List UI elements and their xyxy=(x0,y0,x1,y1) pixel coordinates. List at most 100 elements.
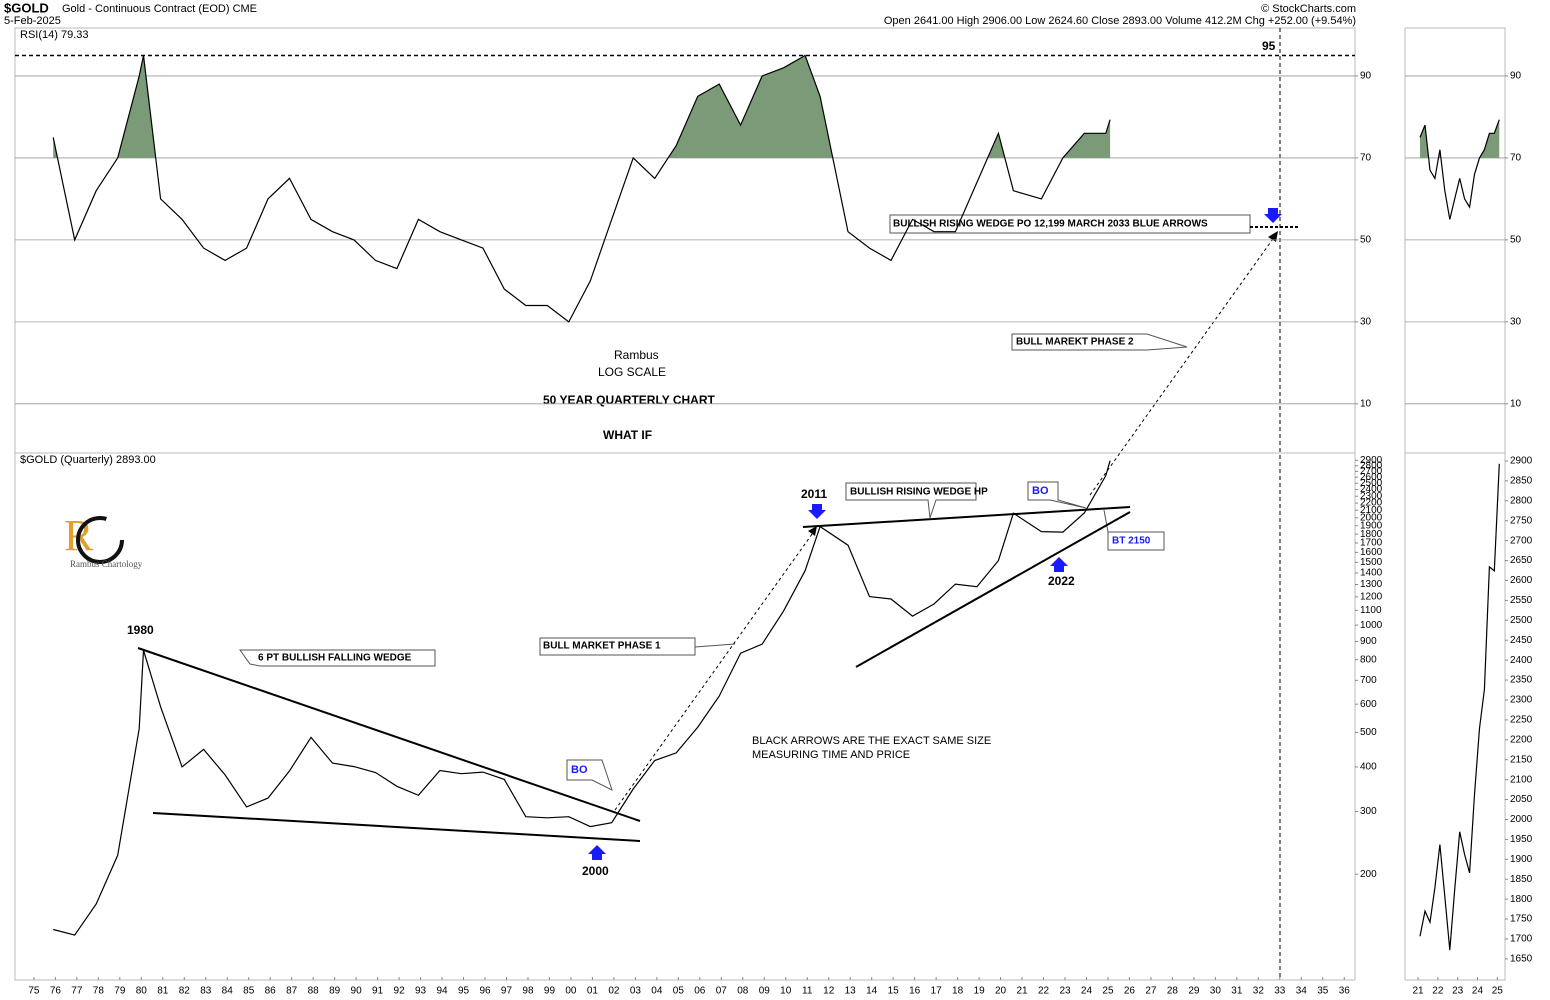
y-tick-label: 2650 xyxy=(1510,555,1533,566)
y-tick-label: 90 xyxy=(1360,71,1372,82)
y-tick-label: 1900 xyxy=(1360,520,1383,531)
annotation-box xyxy=(566,759,613,791)
x-tick-label: 79 xyxy=(114,986,126,997)
rsi-title: RSI(14) 79.33 xyxy=(20,29,88,41)
arrow-head xyxy=(808,526,817,536)
x-tick-label: 97 xyxy=(501,986,513,997)
x-tick-label: 78 xyxy=(93,986,105,997)
x-tick-label: 29 xyxy=(1188,986,1200,997)
x-tick-label: 08 xyxy=(737,986,749,997)
y-tick-label: 500 xyxy=(1360,727,1377,738)
x-tick-label: 02 xyxy=(608,986,620,997)
data-line xyxy=(53,460,1111,936)
x-tick-label: 27 xyxy=(1145,986,1157,997)
annotation: 6 PT BULLISH FALLING WEDGE xyxy=(258,653,412,664)
x-tick-label: 20 xyxy=(995,986,1007,997)
x-tick-label: 83 xyxy=(200,986,212,997)
x-tick-label: 03 xyxy=(630,986,642,997)
x-tick-label: 85 xyxy=(243,986,255,997)
y-tick-label: 1650 xyxy=(1510,954,1533,965)
y-tick-label: 1700 xyxy=(1360,538,1383,549)
instrument-name: Gold - Continuous Contract (EOD) CME xyxy=(62,3,257,15)
y-tick-label: 900 xyxy=(1360,636,1377,647)
trendline xyxy=(855,511,1131,668)
y-tick-label: 2400 xyxy=(1360,484,1383,495)
y-tick-label: 1900 xyxy=(1510,854,1533,865)
y-tick-label: 10 xyxy=(1360,398,1372,409)
x-tick-label: 14 xyxy=(866,986,878,997)
y-tick-label: 2800 xyxy=(1360,460,1383,471)
y-tick-label: 1100 xyxy=(1360,605,1382,616)
x-tick-label: 30 xyxy=(1210,986,1222,997)
x-tick-label: 16 xyxy=(909,986,921,997)
source: © StockCharts.com xyxy=(1261,3,1356,15)
y-tick-label: 1200 xyxy=(1360,592,1383,603)
annotation-box xyxy=(239,649,436,667)
y-tick-label: 2500 xyxy=(1360,478,1383,489)
y-tick-label: 2600 xyxy=(1510,575,1533,586)
y-tick-label: 2500 xyxy=(1510,615,1533,626)
trendline xyxy=(152,812,641,842)
y-tick-label: 2750 xyxy=(1510,515,1533,526)
x-tick-label: 34 xyxy=(1296,986,1308,997)
y-tick-label: 90 xyxy=(1510,71,1522,82)
y-tick-label: 2200 xyxy=(1510,734,1533,745)
x-tick-label: 22 xyxy=(1432,986,1444,997)
x-tick-label: 25 xyxy=(1492,986,1504,997)
x-tick-label: 94 xyxy=(436,986,448,997)
x-tick-label: 12 xyxy=(823,986,835,997)
y-tick-label: 1850 xyxy=(1510,874,1533,885)
y-tick-label: 1000 xyxy=(1360,620,1383,631)
y-tick-label: 200 xyxy=(1360,869,1377,880)
x-tick-label: 81 xyxy=(157,986,169,997)
x-tick-label: 76 xyxy=(50,986,62,997)
annotation: BULL MAREKT PHASE 2 xyxy=(1016,337,1134,348)
x-tick-label: 99 xyxy=(544,986,556,997)
x-tick-label: 09 xyxy=(759,986,771,997)
x-tick-label: 06 xyxy=(694,986,706,997)
x-tick-label: 19 xyxy=(974,986,986,997)
annotation-box xyxy=(1011,333,1188,351)
y-tick-label: 1400 xyxy=(1360,568,1383,579)
y-tick-label: 2350 xyxy=(1510,675,1533,686)
x-tick-label: 35 xyxy=(1317,986,1329,997)
trendline xyxy=(802,506,1131,528)
x-tick-label: 32 xyxy=(1253,986,1265,997)
annotation: Rambus xyxy=(614,348,659,362)
x-tick-label: 75 xyxy=(28,986,40,997)
y-tick-label: 1950 xyxy=(1510,834,1533,845)
x-tick-label: 11 xyxy=(802,986,813,997)
x-tick-label: 23 xyxy=(1452,986,1464,997)
logo-text: Rambus Chartology xyxy=(70,559,143,569)
y-tick-label: 1500 xyxy=(1360,557,1383,568)
annotation-box xyxy=(1103,509,1165,551)
x-tick-label: 07 xyxy=(716,986,728,997)
y-tick-label: 2300 xyxy=(1360,491,1383,502)
x-tick-label: 82 xyxy=(179,986,191,997)
y-tick-label: 2150 xyxy=(1510,754,1533,765)
annotation: BLACK ARROWS ARE THE EXACT SAME SIZE xyxy=(752,735,991,747)
y-tick-label: 2700 xyxy=(1360,466,1383,477)
y-tick-label: 2100 xyxy=(1360,505,1383,516)
annotation: BT 2150 xyxy=(1112,536,1151,547)
y-tick-label: 2250 xyxy=(1510,715,1533,726)
y-tick-label: 30 xyxy=(1510,316,1522,327)
annotation: BO xyxy=(1032,485,1049,497)
x-tick-label: 86 xyxy=(265,986,277,997)
data-line xyxy=(52,54,1111,323)
y-tick-label: 2000 xyxy=(1510,814,1533,825)
x-tick-label: 04 xyxy=(651,986,663,997)
x-tick-label: 21 xyxy=(1413,986,1425,997)
x-tick-label: 24 xyxy=(1472,986,1484,997)
x-tick-label: 01 xyxy=(587,986,599,997)
y-tick-label: 1600 xyxy=(1360,547,1383,558)
x-tick-label: 25 xyxy=(1102,986,1114,997)
annotation: MEASURING TIME AND PRICE xyxy=(752,749,910,761)
x-tick-label: 24 xyxy=(1081,986,1093,997)
x-tick-label: 05 xyxy=(673,986,685,997)
logo-ring xyxy=(76,516,124,564)
x-tick-label: 26 xyxy=(1124,986,1136,997)
y-tick-label: 1300 xyxy=(1360,579,1383,590)
y-tick-label: 70 xyxy=(1360,153,1372,164)
